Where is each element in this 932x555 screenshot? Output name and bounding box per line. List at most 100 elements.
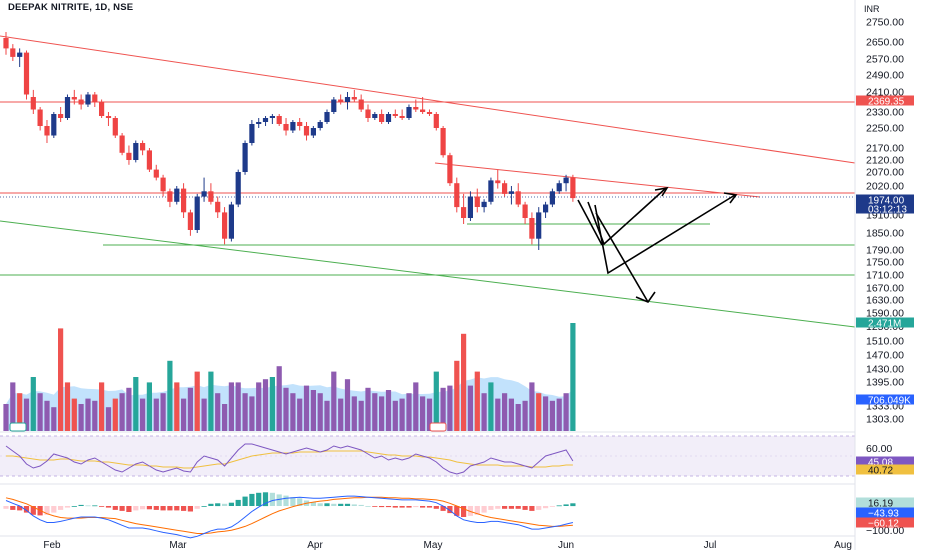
volume-bar: [556, 398, 562, 431]
macd-histogram-bar: [85, 505, 91, 507]
price-tick-label: 2120.00: [866, 155, 904, 167]
macd-histogram-bar: [140, 506, 146, 510]
macd-histogram-bar: [447, 506, 453, 514]
time-axis-label: Aug: [834, 540, 852, 550]
volume-bar: [256, 382, 262, 431]
price-tick-label: 2020.00: [866, 181, 904, 193]
volume-bar: [58, 328, 64, 431]
macd-histogram-bar: [126, 506, 132, 512]
macd-histogram-bar: [570, 503, 576, 507]
candle-body: [235, 172, 241, 205]
price-badge-label: 16.19: [868, 499, 893, 510]
macd-histogram-bar: [413, 506, 419, 508]
volume-bar: [215, 393, 221, 431]
price-tick-label: 1670.00: [866, 283, 904, 295]
macd-histogram-bar: [344, 503, 351, 506]
candle-body: [105, 116, 112, 118]
price-tick-label: 1790.00: [866, 245, 904, 257]
candle-body: [181, 188, 187, 213]
volume-bar: [126, 387, 132, 431]
candle-body: [99, 102, 105, 116]
macd-histogram-bar: [201, 506, 207, 507]
volume-bar: [406, 393, 412, 431]
candle-body: [536, 212, 542, 239]
arrow-head-icon: [635, 291, 656, 303]
candle-body: [351, 97, 357, 100]
volume-bar: [481, 393, 487, 431]
price-tick-label: 1850.00: [866, 228, 904, 240]
candle-body: [133, 143, 139, 160]
volume-bar: [385, 390, 392, 431]
candle-body: [549, 191, 555, 205]
candle-body: [290, 122, 296, 131]
candle-body: [338, 99, 344, 102]
price-badge-label: −43.93: [868, 509, 899, 520]
macd-histogram-bar: [556, 505, 562, 507]
candle-body: [112, 118, 118, 136]
macd-histogram-bar: [331, 503, 337, 506]
macd-histogram-bar: [426, 506, 433, 508]
candle-body: [160, 177, 166, 192]
volume-bar: [112, 398, 118, 431]
macd-histogram-bar: [543, 506, 549, 509]
macd-histogram-bar: [461, 506, 467, 517]
volume-bar: [413, 382, 419, 431]
price-tick-label: 2330.00: [866, 107, 904, 119]
volume-bar: [331, 371, 337, 431]
macd-histogram-bar: [481, 506, 487, 513]
candle-body: [310, 128, 316, 136]
macd-histogram-bar: [17, 506, 23, 511]
candle-body: [392, 114, 398, 116]
candle-body: [167, 191, 173, 202]
macd-histogram-bar: [133, 506, 139, 511]
volume-bar: [235, 382, 241, 431]
candle-body: [385, 114, 392, 122]
macd-histogram-bar: [529, 506, 535, 511]
price-badge: [856, 95, 914, 106]
volume-bar: [249, 396, 255, 431]
macd-histogram-bar: [515, 506, 521, 509]
macd-histogram-bar: [71, 506, 77, 507]
candle-body: [37, 109, 43, 126]
price-tick-label: 1430.00: [866, 364, 904, 376]
candle-body: [563, 177, 569, 184]
volume-bar: [420, 396, 426, 431]
candle-body: [303, 126, 310, 136]
macd-histogram-bar: [167, 506, 173, 511]
macd-histogram-bar: [269, 492, 275, 506]
volume-bar: [44, 400, 50, 431]
macd-histogram-bar: [242, 496, 248, 506]
macd-histogram-bar: [105, 506, 112, 508]
candle-body: [256, 122, 262, 124]
candle-body: [467, 196, 473, 218]
volume-bar: [51, 407, 57, 431]
candle-body: [262, 118, 269, 122]
macd-histogram-bar: [10, 506, 16, 510]
volume-bar: [201, 398, 207, 431]
volume-bar: [242, 393, 248, 431]
candle-body: [174, 188, 180, 202]
macd-histogram-bar: [495, 506, 501, 509]
candle-body: [30, 97, 36, 110]
candle-body: [51, 114, 57, 136]
candle-body: [317, 122, 323, 128]
candle-body: [297, 122, 303, 126]
volume-bar: [310, 390, 316, 431]
candle-body: [85, 94, 91, 105]
macd-histogram-bar: [283, 495, 289, 506]
candle-body: [406, 107, 412, 118]
macd-histogram-bar: [3, 506, 9, 509]
volume-bar: [37, 393, 43, 431]
macd-histogram-bar: [23, 506, 30, 513]
volume-bar: [563, 393, 569, 431]
macd-histogram-bar: [146, 506, 152, 510]
time-axis-label: Mar: [169, 540, 187, 550]
macd-histogram-bar: [385, 506, 392, 508]
candle-body: [488, 180, 494, 202]
candle-body: [420, 109, 426, 112]
volume-bar: [78, 404, 84, 431]
volume-bar: [379, 396, 385, 431]
candle-body: [508, 191, 514, 194]
